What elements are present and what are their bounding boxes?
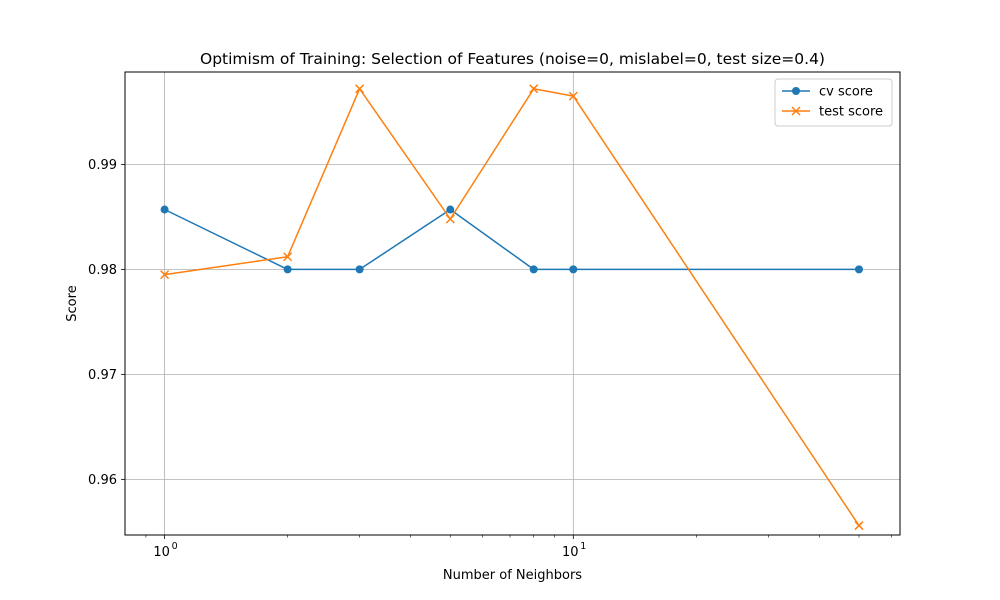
data-point-test-score — [160, 270, 170, 280]
y-tick-label: 0.98 — [88, 263, 117, 278]
grid-layer — [125, 72, 900, 535]
x-tick-label: 10 — [153, 545, 170, 560]
data-point-cv-score — [446, 205, 455, 214]
legend-marker-cv-score — [792, 87, 800, 95]
plot-frame — [124, 71, 901, 536]
x-tick-label-exponent: 0 — [172, 541, 178, 552]
data-point-cv-score — [283, 265, 292, 274]
data-point-cv-score — [355, 265, 364, 274]
y-axis: 0.96 0.97 0.98 0.99 — [88, 158, 125, 488]
y-axis-label: Score — [65, 285, 80, 321]
data-point-test-score — [568, 91, 578, 101]
data-point-test-score — [854, 521, 864, 531]
chart-title: Optimism of Training: Selection of Featu… — [200, 50, 825, 68]
legend: cv score test score — [774, 78, 893, 127]
series-layer — [160, 84, 864, 531]
legend-marker-test-score — [791, 106, 801, 116]
data-point-test-score — [355, 84, 365, 94]
y-tick-label: 0.99 — [88, 158, 117, 173]
data-point-test-score — [283, 252, 293, 262]
legend-label-cv-score: cv score — [819, 85, 873, 100]
data-point-cv-score — [569, 265, 578, 274]
x-tick-label-exponent: 1 — [580, 541, 586, 552]
data-point-cv-score — [529, 265, 538, 274]
y-tick-label: 0.96 — [88, 473, 117, 488]
data-point-cv-score — [854, 265, 863, 274]
y-tick-label: 0.97 — [88, 368, 117, 383]
data-point-cv-score — [160, 205, 169, 214]
x-tick-label: 10 — [562, 545, 579, 560]
x-axis-label: Number of Neighbors — [443, 568, 582, 583]
x-axis: 10 0 10 1 — [145, 535, 892, 560]
data-point-test-score — [529, 84, 539, 94]
legend-label-test-score: test score — [819, 105, 883, 120]
data-point-test-score — [445, 214, 455, 224]
